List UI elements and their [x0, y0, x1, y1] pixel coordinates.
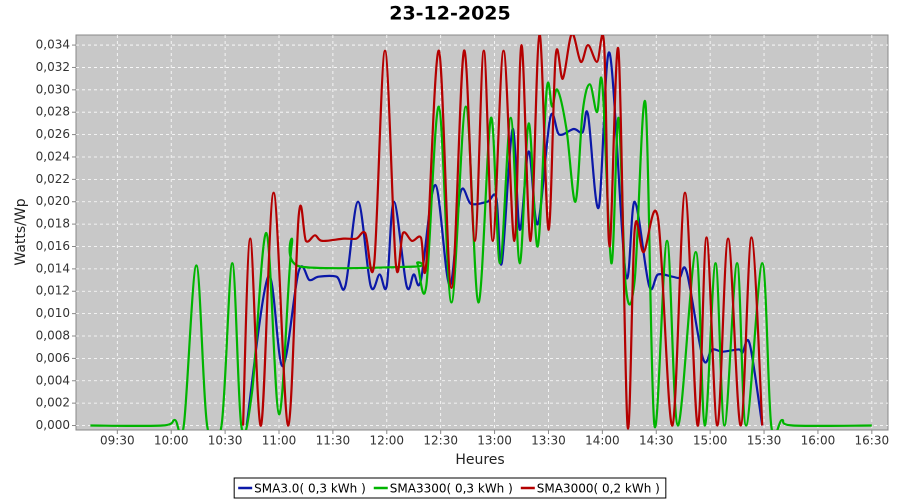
legend-label: SMA3000( 0,2 kWh ): [537, 482, 660, 496]
x-tick-label: 14:30: [639, 434, 674, 448]
x-tick-label: 13:30: [531, 434, 566, 448]
x-axis-label: Heures: [455, 452, 504, 468]
x-tick-label: 15:00: [693, 434, 728, 448]
x-tick-label: 13:00: [477, 434, 512, 448]
y-tick-label: 0,016: [36, 239, 70, 253]
y-tick-label: 0,002: [36, 396, 70, 410]
y-tick-label: 0,014: [36, 261, 70, 275]
y-tick-label: 0,028: [36, 105, 70, 119]
y-tick-label: 0,008: [36, 329, 70, 343]
x-tick-label: 11:00: [262, 434, 297, 448]
y-tick-label: 0,034: [36, 38, 70, 52]
x-tick-label: 16:30: [855, 434, 890, 448]
y-tick-label: 0,000: [36, 418, 70, 432]
y-tick-label: 0,006: [36, 351, 70, 365]
x-tick-label: 09:30: [100, 434, 135, 448]
y-tick-label: 0,032: [36, 60, 70, 74]
legend: SMA3.0( 0,3 kWh ) SMA3300( 0,3 kWh ) SMA30…: [233, 477, 667, 499]
legend-box: [233, 477, 667, 499]
x-tick-label: 15:30: [747, 434, 782, 448]
y-tick-label: 0,012: [36, 284, 70, 298]
y-tick-label: 0,004: [36, 373, 70, 387]
x-tick-label: 10:00: [154, 434, 189, 448]
x-tick-label: 14:00: [585, 434, 620, 448]
y-tick-label: 0,018: [36, 217, 70, 231]
legend-label: SMA3300( 0,3 kWh ): [390, 482, 513, 496]
y-tick-label: 0,010: [36, 306, 70, 320]
x-tick-label: 10:30: [208, 434, 243, 448]
x-tick-label: 11:30: [316, 434, 351, 448]
series-line: [241, 35, 764, 430]
x-tick-label: 12:30: [423, 434, 458, 448]
series-line: [90, 76, 872, 430]
y-tick-label: 0,022: [36, 172, 70, 186]
legend-label: SMA3.0( 0,3 kWh ): [254, 482, 366, 496]
y-tick-label: 0,026: [36, 127, 70, 141]
y-tick-label: 0,024: [36, 149, 70, 163]
series-group: [90, 35, 872, 430]
y-tick-label: 0,030: [36, 82, 70, 96]
y-tick-label: 0,020: [36, 194, 70, 208]
x-tick-label: 12:00: [369, 434, 404, 448]
x-tick-label: 16:00: [801, 434, 836, 448]
y-axis-label: Watts/Wp: [13, 198, 29, 265]
chart-title: 23-12-2025: [389, 3, 511, 25]
